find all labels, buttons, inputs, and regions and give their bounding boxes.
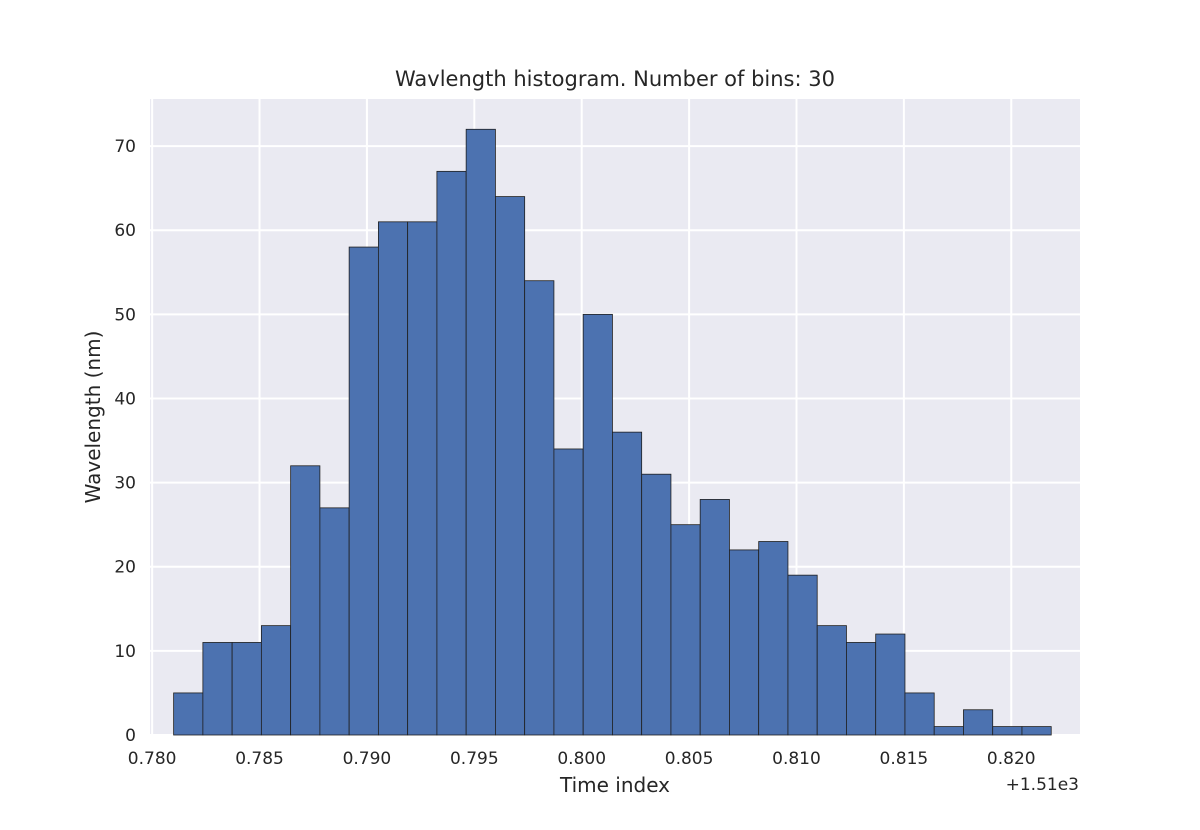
histogram-bar: [495, 196, 526, 736]
histogram-bar: [173, 692, 204, 736]
histogram-bar: [992, 726, 1023, 736]
x-offset-label: +1.51e3: [1006, 775, 1079, 795]
x-axis-label: Time index: [559, 773, 670, 797]
histogram-bar: [202, 642, 233, 736]
x-tick-label: 0.810: [772, 749, 821, 769]
histogram-bar: [846, 642, 877, 736]
histogram-bar: [904, 692, 935, 736]
y-tick-label: 50: [114, 305, 136, 325]
x-tick-label: 0.815: [880, 749, 929, 769]
histogram-bar: [553, 448, 584, 736]
x-tick-label: 0.800: [557, 749, 606, 769]
histogram-bar: [348, 246, 379, 736]
histogram-bar: [787, 574, 818, 736]
histogram-bar: [290, 465, 321, 736]
histogram-bar: [729, 549, 760, 736]
y-tick-label: 60: [114, 221, 136, 241]
histogram-bar: [875, 633, 906, 736]
histogram-bar: [641, 473, 672, 736]
y-tick-label: 20: [114, 558, 136, 578]
histogram-bar: [963, 709, 994, 736]
chart-title: Wavlength histogram. Number of bins: 30: [395, 67, 835, 91]
histogram-bar: [758, 541, 789, 736]
histogram-bar: [377, 221, 409, 736]
histogram-bar: [319, 507, 350, 736]
histogram-bar: [699, 499, 730, 736]
y-tick-label: 30: [114, 474, 136, 494]
y-axis-label: Wavelength (nm): [81, 331, 105, 504]
histogram-bar: [436, 170, 467, 736]
histogram-bar: [231, 642, 262, 736]
histogram-bar: [524, 280, 555, 736]
bars: [173, 128, 1052, 736]
tick-labels: 0.780 0.785 0.790 0.795 0.800 0.805 0.810 0.815…: [114, 137, 1035, 769]
y-tick-label: 40: [114, 389, 136, 409]
y-tick-label: 0: [125, 726, 136, 746]
histogram-bar: [933, 726, 964, 736]
histogram-bar: [670, 524, 701, 736]
x-tick-label: 0.805: [665, 749, 714, 769]
histogram-bar: [1021, 726, 1052, 736]
y-tick-label: 70: [114, 137, 136, 157]
histogram-bar: [612, 431, 643, 736]
histogram-bar: [816, 625, 847, 736]
x-tick-label: 0.795: [450, 749, 499, 769]
histogram-bar: [465, 128, 496, 736]
x-tick-label: 0.790: [343, 749, 392, 769]
y-tick-label: 10: [114, 642, 136, 662]
x-tick-label: 0.820: [987, 749, 1036, 769]
histogram-bar: [407, 221, 438, 736]
histogram-bar: [260, 625, 292, 736]
x-tick-label: 0.780: [128, 749, 177, 769]
x-tick-label: 0.785: [235, 749, 284, 769]
histogram-bar: [582, 313, 613, 736]
